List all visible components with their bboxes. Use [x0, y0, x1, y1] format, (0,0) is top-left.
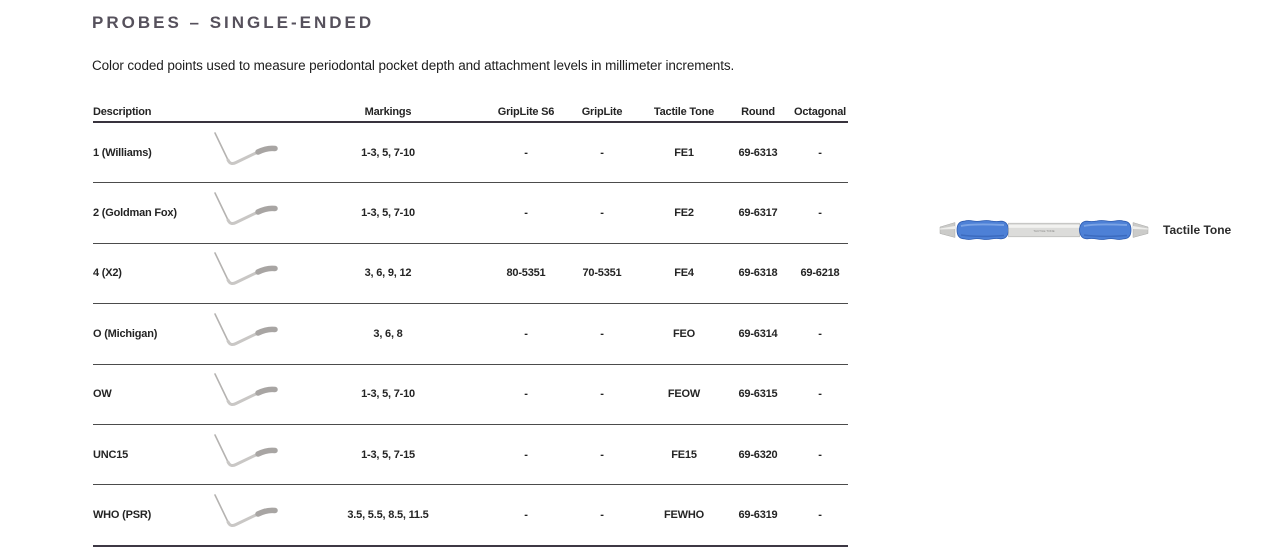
cell-markings: 3, 6, 9, 12: [364, 267, 412, 280]
cell-griplite-s6: -: [524, 327, 528, 340]
cell-round: 69-6313: [738, 146, 778, 159]
products-table: Description Markings GripLite S6 GripLit…: [93, 103, 848, 547]
probe-tip-icon: [197, 309, 278, 359]
cell-round: 69-6319: [738, 509, 778, 522]
cell-griplite-s6: -: [524, 509, 528, 522]
page-title: PROBES – SINGLE-ENDED: [92, 13, 375, 32]
cell-octagonal: 69-6218: [800, 267, 840, 280]
column-header-description: Description: [93, 106, 152, 118]
cell-griplite: 70-5351: [582, 267, 622, 280]
cell-description: WHO (PSR): [93, 509, 152, 522]
cell-tactile-tone: FEWHO: [664, 509, 704, 522]
tactile-tone-handle-icon: TACTILE TONE: [938, 217, 1150, 243]
column-header-griplite: GripLite: [581, 106, 623, 118]
table-row: OW 1-3, 5, 7-10 - - FEOW 69-6315 -: [93, 365, 848, 425]
cell-octagonal: -: [818, 146, 822, 159]
cell-tactile-tone: FE15: [671, 448, 697, 461]
probe-tip-icon: [197, 490, 278, 540]
cell-round: 69-6314: [738, 327, 778, 340]
cell-description: O (Michigan): [93, 327, 158, 340]
table-row: 4 (X2) 3, 6, 9, 12 80-5351 70-5351 FE4 6…: [93, 244, 848, 305]
cell-griplite-s6: -: [524, 388, 528, 401]
column-header-octagonal: Octagonal: [794, 106, 846, 118]
cell-tactile-tone: FE4: [674, 267, 694, 280]
cell-octagonal: -: [818, 388, 822, 401]
cell-griplite-s6: 80-5351: [506, 267, 546, 280]
page-subtitle: Color coded points used to measure perio…: [92, 58, 735, 73]
cell-griplite: -: [600, 146, 604, 159]
column-header-griplite-s6: GripLite S6: [497, 106, 555, 118]
cell-tactile-tone: FEOW: [667, 388, 701, 401]
svg-text:TACTILE TONE: TACTILE TONE: [1033, 229, 1054, 233]
column-header-tactile-tone: Tactile Tone: [653, 106, 715, 118]
cell-round: 69-6315: [738, 388, 778, 401]
cell-description: 1 (Williams): [93, 146, 152, 159]
cell-octagonal: -: [818, 327, 822, 340]
cell-markings: 1-3, 5, 7-10: [361, 388, 415, 401]
cell-tactile-tone: FE2: [674, 207, 694, 220]
handle-label: Tactile Tone: [1163, 223, 1232, 237]
cell-griplite: -: [600, 388, 604, 401]
cell-markings: 1-3, 5, 7-15: [361, 448, 415, 461]
table-row: UNC15 1-3, 5, 7-15 - - FE15 69-6320 -: [93, 425, 848, 486]
probe-tip-icon: [197, 430, 278, 480]
cell-octagonal: -: [818, 448, 822, 461]
cell-markings: 3.5, 5.5, 8.5, 11.5: [347, 509, 429, 522]
table-row: O (Michigan) 3, 6, 8 - - FEO 69-6314 -: [93, 304, 848, 365]
cell-tactile-tone: FEO: [672, 327, 695, 340]
cell-round: 69-6320: [738, 448, 778, 461]
cell-description: OW: [93, 388, 112, 401]
cell-markings: 1-3, 5, 7-10: [361, 207, 415, 220]
cell-griplite-s6: -: [524, 146, 528, 159]
cell-griplite: -: [600, 327, 604, 340]
cell-description: 2 (Goldman Fox): [93, 207, 177, 220]
cell-octagonal: -: [818, 509, 822, 522]
cell-octagonal: -: [818, 207, 822, 220]
table-header-row: Description Markings GripLite S6 GripLit…: [93, 103, 848, 123]
cell-markings: 3, 6, 8: [373, 327, 403, 340]
table-row: 1 (Williams) 1-3, 5, 7-10 - - FE1 69-631…: [93, 123, 848, 184]
cell-description: UNC15: [93, 448, 129, 461]
cell-markings: 1-3, 5, 7-10: [361, 146, 415, 159]
cell-griplite: -: [600, 509, 604, 522]
probe-tip-icon: [197, 128, 278, 178]
cell-griplite-s6: -: [524, 448, 528, 461]
probe-tip-icon: [197, 248, 278, 298]
column-header-round: Round: [741, 106, 775, 118]
table-row: WHO (PSR) 3.5, 5.5, 8.5, 11.5 - - FEWHO …: [93, 485, 848, 547]
cell-griplite: -: [600, 448, 604, 461]
probe-tip-icon: [197, 369, 278, 419]
cell-round: 69-6318: [738, 267, 778, 280]
cell-tactile-tone: FE1: [674, 146, 694, 159]
cell-round: 69-6317: [738, 207, 778, 220]
cell-griplite-s6: -: [524, 207, 528, 220]
cell-description: 4 (X2): [93, 267, 122, 280]
cell-griplite: -: [600, 207, 604, 220]
column-header-markings: Markings: [364, 106, 412, 118]
table-row: 2 (Goldman Fox) 1-3, 5, 7-10 - - FE2 69-…: [93, 183, 848, 244]
probe-tip-icon: [197, 188, 278, 238]
